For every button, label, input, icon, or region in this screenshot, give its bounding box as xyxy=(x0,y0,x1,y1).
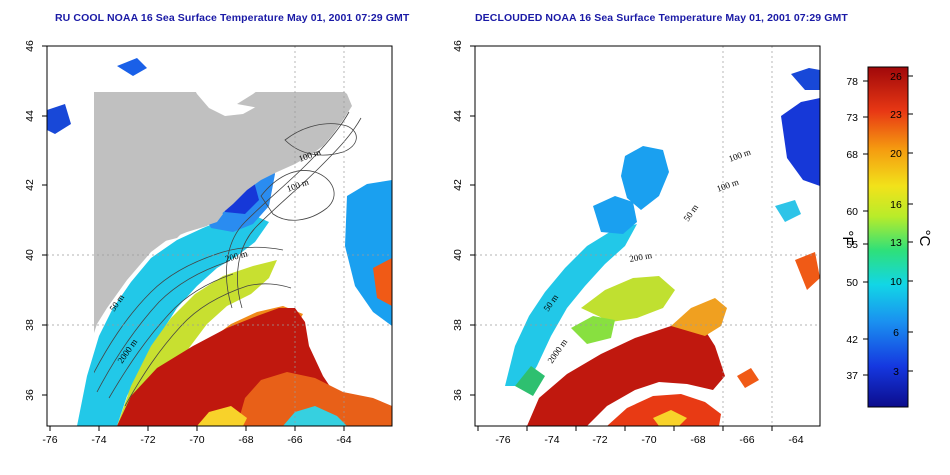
right-lon-tick-66: -66 xyxy=(739,434,754,446)
right-lon-tick-64: -64 xyxy=(788,434,803,446)
celsius-tick-13: 13 xyxy=(890,237,902,249)
left-grid xyxy=(47,46,392,426)
left-lon-tick-72: -72 xyxy=(140,434,155,446)
fahrenheit-tick-50: 50 xyxy=(846,277,858,289)
celsius-tick-20: 20 xyxy=(890,148,902,160)
fahrenheit-tick-60: 60 xyxy=(846,206,858,218)
right-sst-field xyxy=(505,68,820,426)
fahrenheit-tick-42: 42 xyxy=(846,334,858,346)
right-map-frame xyxy=(474,45,821,427)
right-lon-tick-68: -68 xyxy=(690,434,705,446)
right-lat-tick-42: 42 xyxy=(452,179,464,191)
left-lat-tick-40: 40 xyxy=(24,249,36,261)
celsius-tick-16: 16 xyxy=(890,199,902,211)
left-panel-title: RU COOL NOAA 16 Sea Surface Temperature … xyxy=(55,12,410,24)
fahrenheit-tick-78: 78 xyxy=(846,76,858,88)
temperature-colorbar: 78 73 68 60 55 50 42 37 26 23 20 16 13 1… xyxy=(839,66,933,408)
right-lat-axis: 36 38 40 42 44 46 xyxy=(452,40,464,401)
right-lon-tick-70: -70 xyxy=(641,434,656,446)
right-lat-tick-46: 46 xyxy=(452,40,464,52)
fahrenheit-unit-label: °F xyxy=(839,230,856,245)
left-map-frame xyxy=(46,45,393,427)
fahrenheit-tick-37: 37 xyxy=(846,370,858,382)
right-contour-label-200m: 200 m xyxy=(629,250,653,264)
left-tick-marks xyxy=(42,45,345,431)
celsius-tick-23: 23 xyxy=(890,109,902,121)
fahrenheit-tick-55: 55 xyxy=(846,239,858,251)
left-lat-tick-38: 38 xyxy=(24,319,36,331)
fahrenheit-scale: 78 73 68 60 55 50 42 37 xyxy=(846,76,858,382)
right-panel-title: DECLOUDED NOAA 16 Sea Surface Temperatur… xyxy=(475,12,848,24)
left-lat-tick-44: 44 xyxy=(24,110,36,122)
left-lat-tick-36: 36 xyxy=(24,389,36,401)
left-lon-tick-66: -66 xyxy=(287,434,302,446)
right-lon-tick-72: -72 xyxy=(592,434,607,446)
fahrenheit-tick-68: 68 xyxy=(846,149,858,161)
right-grid xyxy=(475,46,820,426)
celsius-scale: 26 23 20 16 13 10 6 3 xyxy=(890,71,902,378)
left-lat-tick-42: 42 xyxy=(24,179,36,191)
right-lat-tick-44: 44 xyxy=(452,110,464,122)
left-map-panel: 100 m 100 m 200 m 50 m 2000 m -76 -74 -7… xyxy=(24,40,393,446)
right-tick-marks xyxy=(470,45,773,431)
left-lon-tick-64: -64 xyxy=(336,434,351,446)
celsius-tick-26: 26 xyxy=(890,71,902,83)
right-lat-tick-36: 36 xyxy=(452,389,464,401)
left-lon-tick-68: -68 xyxy=(238,434,253,446)
left-lat-tick-46: 46 xyxy=(24,40,36,52)
right-lon-tick-76: -76 xyxy=(495,434,510,446)
celsius-tick-10: 10 xyxy=(890,276,902,288)
fahrenheit-tick-73: 73 xyxy=(846,112,858,124)
right-lon-axis: -76 -74 -72 -70 -68 -66 -64 xyxy=(495,434,803,446)
celsius-tick-3: 3 xyxy=(893,366,899,378)
right-map-panel: 100 m 100 m 50 m 200 m 50 m 2000 m -76 -… xyxy=(452,40,821,446)
colorbar-gradient xyxy=(867,66,909,408)
left-lon-tick-70: -70 xyxy=(189,434,204,446)
celsius-unit-label: °C xyxy=(916,230,933,247)
right-lat-tick-40: 40 xyxy=(452,249,464,261)
left-lon-tick-76: -76 xyxy=(42,434,57,446)
celsius-tick-6: 6 xyxy=(893,327,899,339)
left-lat-axis: 36 38 40 42 44 46 xyxy=(24,40,36,401)
right-lat-tick-38: 38 xyxy=(452,319,464,331)
colorbar-tick-marks xyxy=(863,75,913,376)
right-lon-tick-74: -74 xyxy=(544,434,559,446)
left-lon-axis: -76 -74 -72 -70 -68 -66 -64 xyxy=(42,434,351,446)
left-lon-tick-74: -74 xyxy=(91,434,106,446)
